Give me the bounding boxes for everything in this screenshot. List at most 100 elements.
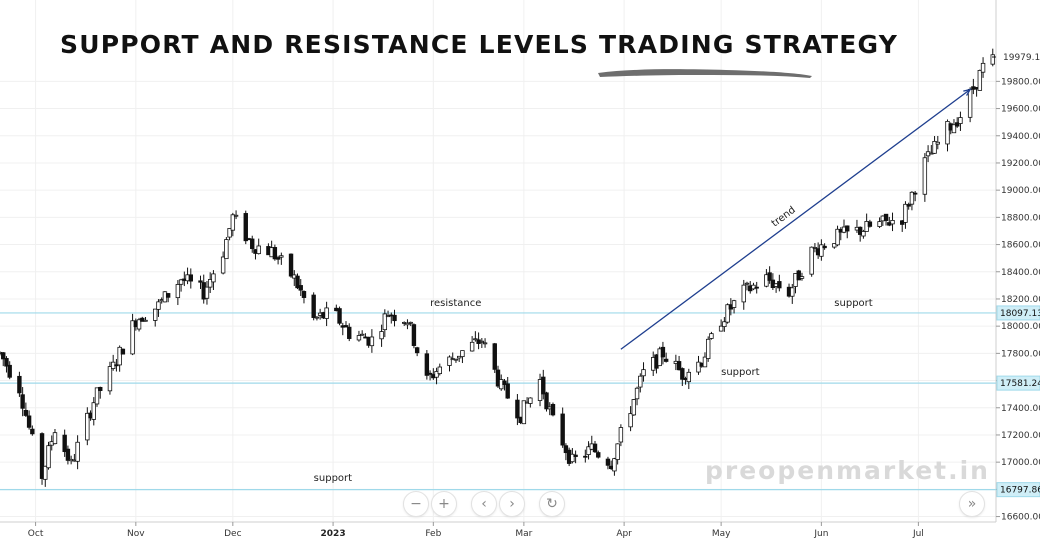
candle-body bbox=[39, 433, 45, 479]
candle-body bbox=[130, 320, 135, 355]
chart-title: SUPPORT AND RESISTANCE LEVELS TRADING ST… bbox=[60, 30, 899, 59]
candle-body bbox=[861, 231, 866, 237]
candle-body bbox=[634, 387, 640, 400]
candle-body bbox=[460, 350, 465, 358]
candle-body bbox=[790, 287, 795, 297]
zoom-out-button[interactable]: − bbox=[403, 491, 429, 517]
candle-body bbox=[46, 445, 51, 469]
candle-body bbox=[799, 276, 805, 279]
candle-body bbox=[233, 214, 239, 217]
y-tick-label: 19000.00 bbox=[1001, 186, 1040, 196]
candle-body bbox=[502, 380, 507, 385]
candle-body bbox=[405, 322, 410, 326]
candle-body bbox=[337, 308, 342, 324]
candle-body bbox=[120, 348, 126, 355]
candle-body bbox=[473, 338, 478, 341]
candle-body bbox=[224, 239, 229, 260]
candle-body bbox=[198, 280, 203, 283]
candle-body bbox=[586, 446, 591, 456]
candle-body bbox=[17, 375, 22, 394]
candle-body bbox=[702, 356, 708, 368]
candle-body bbox=[492, 343, 497, 370]
candle-body bbox=[638, 375, 643, 388]
candle-body bbox=[767, 272, 772, 281]
candle-body bbox=[165, 293, 171, 298]
candle-body bbox=[479, 340, 485, 343]
y-tick-label: 16600.00 bbox=[1001, 513, 1040, 523]
candle-body bbox=[4, 358, 9, 367]
candle-body bbox=[1, 352, 6, 360]
candle-body bbox=[663, 358, 669, 362]
scroll-left-button[interactable]: ‹ bbox=[471, 491, 497, 517]
candle-body bbox=[65, 448, 71, 461]
candle-body bbox=[521, 400, 527, 425]
candle-body bbox=[592, 443, 598, 453]
candle-body bbox=[175, 284, 181, 299]
candle-body bbox=[709, 333, 714, 339]
candle-body bbox=[696, 361, 701, 373]
candle-body bbox=[136, 319, 142, 330]
candle-body bbox=[26, 415, 32, 428]
x-tick-label: Nov bbox=[127, 529, 145, 539]
x-tick-label: Jul bbox=[912, 529, 924, 539]
y-tick-label: 19800.00 bbox=[1001, 77, 1040, 87]
candle-body bbox=[324, 307, 329, 319]
x-tick-label: Jun bbox=[813, 529, 828, 539]
candle-body bbox=[596, 452, 601, 458]
y-tick-label: 17400.00 bbox=[1001, 404, 1040, 414]
candle-body bbox=[343, 325, 349, 328]
candle-body bbox=[243, 213, 248, 242]
candle-body bbox=[754, 286, 759, 289]
candle-body bbox=[967, 88, 973, 118]
candle-body bbox=[725, 304, 730, 323]
candle-body bbox=[722, 321, 727, 328]
candle-body bbox=[62, 434, 67, 453]
candle-body bbox=[528, 397, 533, 404]
candle-body bbox=[845, 225, 850, 232]
candle-body bbox=[544, 392, 549, 410]
candle-body bbox=[903, 203, 908, 223]
candle-body bbox=[505, 383, 510, 399]
y-tick-label: 18200.00 bbox=[1001, 295, 1040, 305]
brush-underline bbox=[598, 69, 812, 78]
candle-body bbox=[469, 341, 475, 352]
scroll-right-button[interactable]: › bbox=[499, 491, 525, 517]
candle-body bbox=[631, 399, 637, 416]
candle-body bbox=[796, 270, 801, 281]
trend-line bbox=[620, 88, 971, 350]
candle-body bbox=[932, 140, 937, 154]
candle-body bbox=[211, 273, 216, 283]
candle-body bbox=[434, 371, 439, 378]
watermark: preopenmarket.in bbox=[705, 456, 990, 485]
candle-body bbox=[52, 432, 58, 445]
candle-body bbox=[573, 454, 578, 457]
candle-body bbox=[909, 191, 915, 205]
candle-body bbox=[279, 255, 284, 258]
candle-body bbox=[85, 412, 90, 441]
candle-body bbox=[94, 387, 100, 405]
y-tick-label: 19200.00 bbox=[1001, 159, 1040, 169]
candle-body bbox=[20, 394, 25, 409]
candle-body bbox=[43, 465, 48, 480]
candle-body bbox=[427, 372, 433, 375]
chart-annotation: support bbox=[721, 367, 759, 378]
x-tick-label: 2023 bbox=[321, 529, 346, 539]
candle-body bbox=[550, 403, 556, 416]
reset-chart-button[interactable]: ↻ bbox=[539, 491, 565, 517]
scroll-to-latest-button[interactable]: » bbox=[959, 491, 985, 517]
candle-body bbox=[495, 369, 501, 387]
candle-body bbox=[777, 281, 782, 289]
candle-body bbox=[424, 353, 430, 376]
candle-body bbox=[570, 453, 575, 463]
level-tag bbox=[996, 305, 1040, 321]
candle-body bbox=[744, 282, 750, 285]
zoom-in-button[interactable]: + bbox=[431, 491, 457, 517]
y-tick-label: 17000.00 bbox=[1001, 458, 1040, 468]
chart-annotation: resistance bbox=[430, 298, 481, 309]
level-tag bbox=[996, 482, 1040, 498]
x-tick-label: Oct bbox=[28, 529, 44, 539]
x-tick-label: May bbox=[712, 529, 731, 539]
y-tick-label: 18600.00 bbox=[1001, 241, 1040, 251]
y-tick-label: 19600.00 bbox=[1001, 105, 1040, 115]
